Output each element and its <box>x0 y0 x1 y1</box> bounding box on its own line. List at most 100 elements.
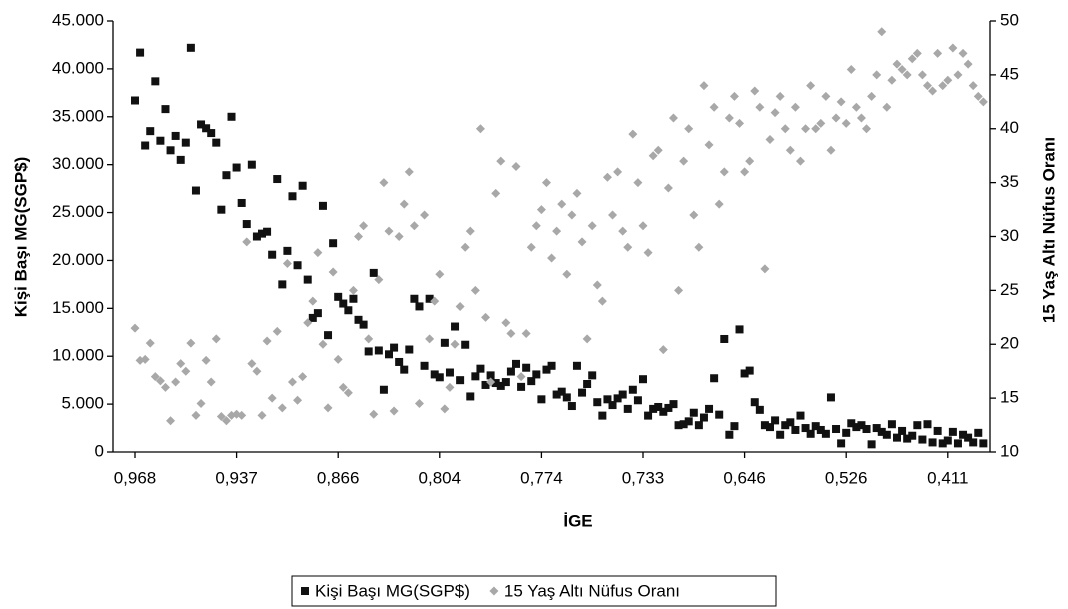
point <box>344 306 353 315</box>
point <box>267 393 277 403</box>
point <box>628 385 637 394</box>
point <box>201 355 211 365</box>
point <box>146 127 155 136</box>
point <box>710 374 719 383</box>
point <box>400 365 409 374</box>
point <box>893 433 901 442</box>
point <box>395 357 404 366</box>
point <box>410 294 419 303</box>
point <box>943 75 953 85</box>
point <box>379 385 388 394</box>
legend-marker <box>489 586 499 596</box>
point <box>795 156 805 166</box>
x-tick-label: 0,937 <box>215 468 258 487</box>
point <box>608 210 618 220</box>
point <box>907 54 917 64</box>
point <box>821 91 831 101</box>
y-axis-title: Kişi Başı MG(SGP$) <box>11 157 30 318</box>
point <box>765 135 775 145</box>
point <box>348 285 358 295</box>
point <box>318 201 327 210</box>
point <box>298 372 308 382</box>
point <box>557 199 567 209</box>
point <box>207 129 216 138</box>
point <box>211 334 221 344</box>
point <box>679 156 689 166</box>
point <box>852 423 861 432</box>
point <box>760 264 770 274</box>
point <box>943 436 952 445</box>
point <box>323 403 333 413</box>
point <box>694 421 703 430</box>
point <box>385 350 393 359</box>
point <box>653 145 663 155</box>
point <box>313 309 322 318</box>
point <box>379 178 389 188</box>
point <box>811 124 821 134</box>
point <box>801 124 811 134</box>
point <box>272 326 282 336</box>
point <box>948 427 957 436</box>
point <box>141 141 150 150</box>
y2-tick-label: 50 <box>1000 10 1019 29</box>
point <box>329 239 338 248</box>
point <box>364 334 374 344</box>
point <box>750 86 760 96</box>
point <box>577 237 587 247</box>
point <box>136 48 145 57</box>
point <box>963 59 973 69</box>
point <box>776 430 785 439</box>
legend-box <box>291 575 777 607</box>
point <box>415 302 424 311</box>
point <box>384 226 394 236</box>
point <box>516 372 526 382</box>
point <box>527 377 536 386</box>
point <box>252 366 262 376</box>
point <box>917 70 927 80</box>
point <box>506 367 515 376</box>
point <box>461 340 470 349</box>
y2-tick-label: 45 <box>1000 64 1019 83</box>
point <box>725 430 734 439</box>
y2-tick-label: 15 <box>1000 388 1019 407</box>
point <box>775 91 785 101</box>
point <box>486 371 495 380</box>
point <box>536 205 546 215</box>
point <box>161 105 170 114</box>
point <box>933 426 942 435</box>
point <box>324 331 333 340</box>
point <box>247 160 256 169</box>
point <box>786 418 795 427</box>
point <box>933 48 943 58</box>
point <box>217 205 226 214</box>
point <box>699 81 709 91</box>
point <box>745 156 755 166</box>
point <box>715 410 724 419</box>
point <box>450 339 460 349</box>
point <box>399 199 409 209</box>
point <box>466 392 475 401</box>
point <box>308 296 318 306</box>
point <box>588 371 597 380</box>
y-tick-label: 25.000 <box>52 202 104 221</box>
x-axis-title: İGE <box>563 511 592 530</box>
point <box>572 188 582 198</box>
point <box>354 232 364 241</box>
point <box>826 393 835 402</box>
point <box>512 359 520 368</box>
point <box>613 167 623 177</box>
point <box>856 113 866 123</box>
point <box>522 363 531 372</box>
point <box>470 285 480 295</box>
point <box>745 366 754 375</box>
point <box>171 131 180 140</box>
point <box>583 379 592 388</box>
point <box>684 124 694 134</box>
y-tick-label: 35.000 <box>52 106 104 125</box>
point <box>724 113 734 123</box>
point <box>959 430 968 439</box>
point <box>262 336 272 346</box>
point <box>790 102 800 112</box>
point <box>836 97 846 107</box>
point <box>862 425 871 434</box>
